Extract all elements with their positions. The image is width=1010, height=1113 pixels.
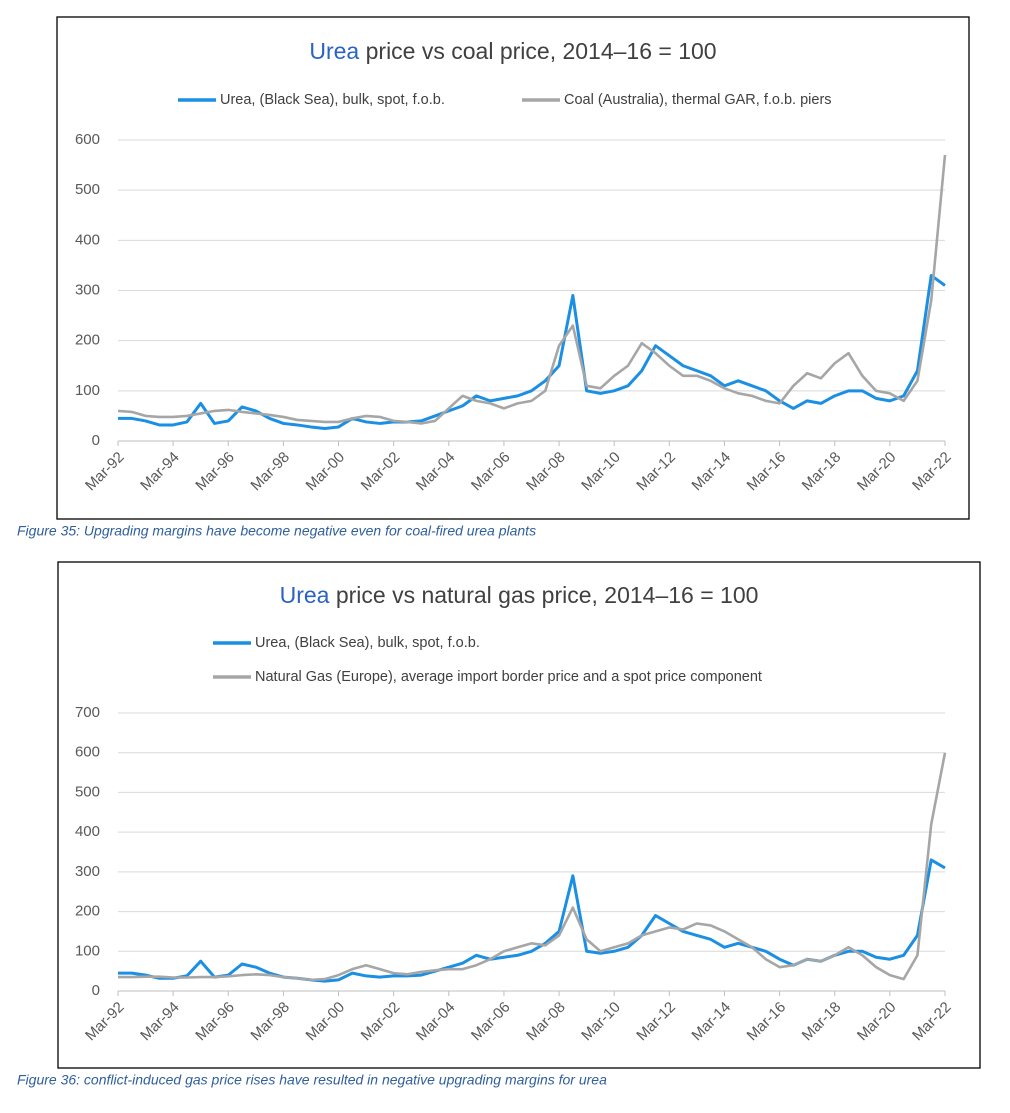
y-tick-label: 600	[75, 131, 100, 148]
y-tick-label: 700	[75, 704, 100, 721]
series-line	[118, 752, 947, 982]
figure-caption: Figure 35: Upgrading margins have become…	[17, 523, 536, 539]
series-line	[118, 273, 946, 430]
title-highlight: Urea	[280, 582, 330, 608]
title-highlight: Urea	[309, 38, 359, 64]
y-tick-label: 0	[92, 432, 100, 449]
y-tick-label: 200	[75, 903, 100, 920]
y-tick-label: 300	[75, 863, 100, 880]
legend-label: Urea, (Black Sea), bulk, spot, f.o.b.	[220, 92, 445, 108]
y-tick-label: 400	[75, 231, 100, 248]
chart-frame	[57, 561, 981, 1069]
legend-label: Natural Gas (Europe), average import bor…	[255, 669, 762, 685]
y-tick-label: 600	[75, 744, 100, 761]
legend-label: Urea, (Black Sea), bulk, spot, f.o.b.	[255, 635, 480, 651]
y-tick-label: 500	[75, 783, 100, 800]
series-line	[117, 154, 947, 425]
y-tick-label: 300	[75, 281, 100, 298]
legend-label: Coal (Australia), thermal GAR, f.o.b. pi…	[564, 92, 832, 108]
y-tick-label: 100	[75, 942, 100, 959]
y-tick-label: 0	[92, 982, 100, 999]
figure-caption: Figure 36: conflict-induced gas price ri…	[17, 1072, 607, 1088]
chart-title: Urea price vs coal price, 2014–16 = 100	[309, 38, 716, 64]
chart-frame	[56, 16, 970, 520]
y-tick-label: 400	[75, 823, 100, 840]
y-tick-label: 200	[75, 332, 100, 349]
title-text: price vs natural gas price, 2014–16 = 10…	[336, 582, 759, 608]
chart-title: Urea price vs natural gas price, 2014–16…	[280, 582, 759, 608]
y-tick-label: 100	[75, 382, 100, 399]
y-tick-label: 500	[75, 181, 100, 198]
title-text: price vs coal price, 2014–16 = 100	[366, 38, 717, 64]
